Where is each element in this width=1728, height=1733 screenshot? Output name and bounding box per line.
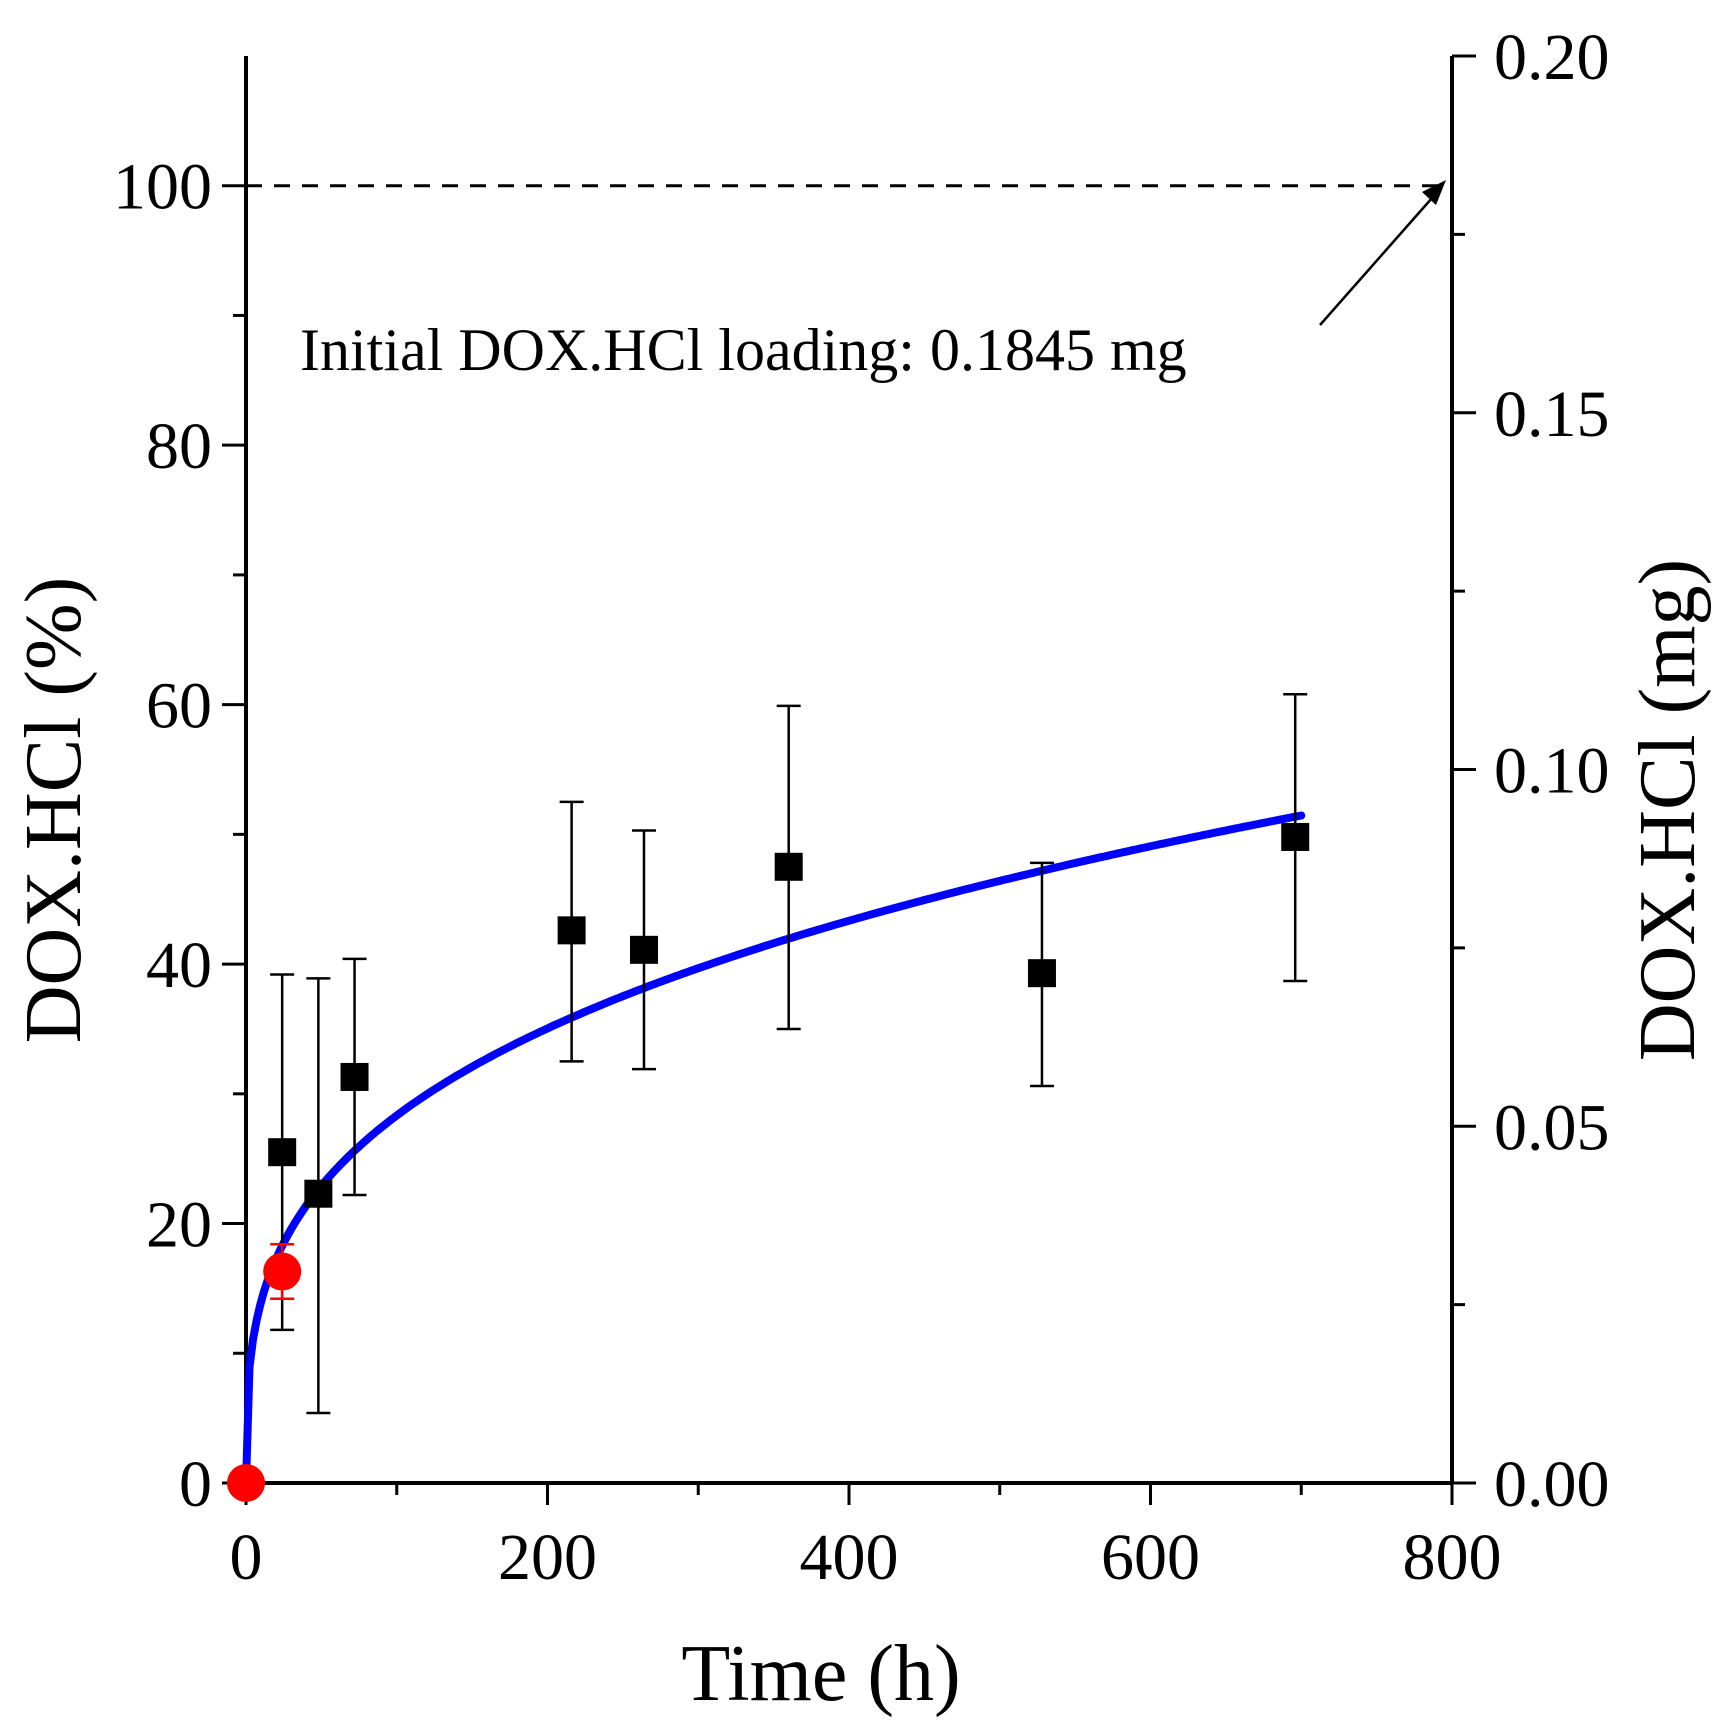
- data-point-square: [268, 1138, 297, 1167]
- y-tick-label: 20: [146, 1189, 212, 1262]
- reference-layer: [246, 180, 1452, 326]
- annotation-arrowhead: [1422, 180, 1446, 205]
- y-tick-label: 100: [113, 151, 212, 224]
- y2-tick-label: 0.05: [1494, 1091, 1610, 1164]
- y-tick-label: 0: [179, 1448, 212, 1521]
- loading-annotation: Initial DOX.HCl loading: 0.1845 mg: [300, 317, 1187, 383]
- data-point-circle: [227, 1464, 265, 1502]
- series-layer: [227, 693, 1310, 1502]
- x-tick-label: 800: [1403, 1521, 1502, 1594]
- data-point-square: [1281, 822, 1310, 851]
- y-tick-label: 60: [146, 670, 212, 743]
- annotation-arrow-line: [1319, 197, 1433, 326]
- data-point-square: [340, 1062, 369, 1091]
- x-axis-title: Time (h): [681, 1630, 960, 1718]
- data-point-circle: [263, 1252, 302, 1291]
- y2-tick-label: 0.20: [1494, 21, 1610, 94]
- y-tick-label: 80: [146, 410, 212, 483]
- x-tick-label: 200: [498, 1521, 597, 1594]
- ticks-layer: 0 200 400 600 800 0 20 40 60 80 100 0.00 0.05 0.10 0.1…: [113, 21, 1610, 1594]
- data-point-square: [774, 852, 803, 881]
- y2-tick-label: 0.10: [1494, 735, 1610, 808]
- y-tick-label: 40: [146, 929, 212, 1002]
- x-tick-label: 0: [230, 1521, 263, 1594]
- y2-tick-label: 0.15: [1494, 378, 1610, 451]
- data-point-square: [1027, 959, 1056, 988]
- fit-layer: [242, 811, 1306, 1487]
- x-tick-label: 600: [1101, 1521, 1200, 1594]
- x-tick-label: 400: [800, 1521, 899, 1594]
- fit-curve: [242, 811, 1306, 1487]
- data-point-square: [557, 916, 586, 945]
- y2-tick-label: 0.00: [1494, 1448, 1610, 1521]
- y-axis-title: DOX.HCl (%): [10, 577, 98, 1044]
- y2-axis-title: DOX.HCl (mg): [1624, 559, 1712, 1061]
- data-point-square: [629, 935, 658, 964]
- data-point-square: [304, 1179, 333, 1208]
- axes-layer: [244, 56, 1454, 1485]
